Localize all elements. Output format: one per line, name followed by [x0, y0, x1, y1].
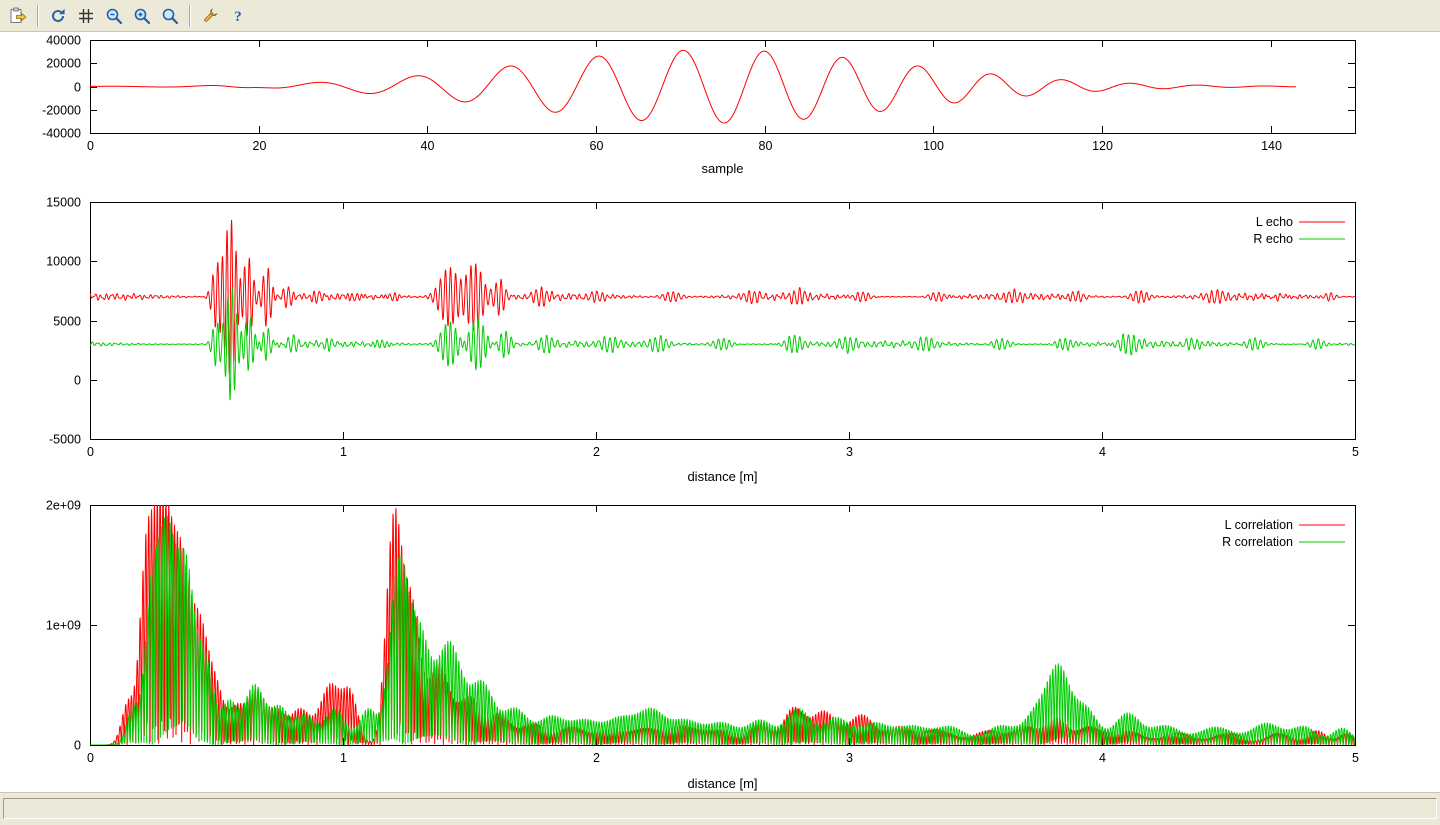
svg-text:20000: 20000 [46, 57, 81, 71]
zoom-next-icon [133, 7, 151, 25]
toolbar-button-replot[interactable] [45, 3, 71, 29]
svg-text:60: 60 [590, 139, 604, 153]
svg-text:5: 5 [1352, 445, 1359, 459]
svg-text:0: 0 [74, 739, 81, 753]
toolbar-button-copy-to-clipboard[interactable] [5, 3, 31, 29]
plot-svg: 0 1 2 3 4 5 0 1e+09 2e+09 distance [m] L correlati… [46, 499, 1359, 792]
svg-text:3: 3 [846, 751, 853, 765]
svg-text:sample: sample [702, 161, 744, 176]
plot-area: 0 20 40 60 80 100 120 140 -40000 -20000 0 20000 4000… [0, 32, 1440, 792]
zoom-previous-icon [105, 7, 123, 25]
clipboard-export-icon [9, 7, 27, 25]
svg-text:120: 120 [1092, 139, 1113, 153]
toolbar: ? [0, 0, 1440, 32]
svg-text:2: 2 [593, 751, 600, 765]
toolbar-button-zoom-next[interactable] [129, 3, 155, 29]
svg-text:0: 0 [74, 374, 81, 388]
svg-text:R echo: R echo [1253, 232, 1293, 246]
svg-text:5000: 5000 [53, 315, 81, 329]
svg-text:40: 40 [421, 139, 435, 153]
svg-text:0: 0 [87, 139, 94, 153]
toolbar-button-help[interactable]: ? [225, 3, 251, 29]
help-icon: ? [229, 7, 247, 25]
toolbar-button-autoscale[interactable] [157, 3, 183, 29]
toolbar-button-configure[interactable] [197, 3, 223, 29]
chart-correlation[interactable]: 0 1 2 3 4 5 0 1e+09 2e+09 distance [m] L correlati… [0, 492, 1440, 792]
grid-icon [77, 7, 95, 25]
toolbar-separator [189, 4, 191, 27]
status-field [3, 798, 1437, 819]
toolbar-button-zoom-previous[interactable] [101, 3, 127, 29]
svg-text:0: 0 [87, 445, 94, 459]
autoscale-icon [161, 7, 179, 25]
svg-text:0: 0 [74, 81, 81, 95]
svg-text:-5000: -5000 [49, 433, 81, 447]
svg-text:-20000: -20000 [42, 104, 81, 118]
svg-text:L correlation: L correlation [1225, 518, 1293, 532]
svg-text:1e+09: 1e+09 [46, 619, 81, 633]
svg-text:1: 1 [340, 751, 347, 765]
svg-text:1: 1 [340, 445, 347, 459]
chart-echo[interactable]: 0 1 2 3 4 5 -5000 0 5000 10000 15000 distance [m] L … [0, 187, 1440, 492]
svg-text:20: 20 [253, 139, 267, 153]
svg-text:3: 3 [846, 445, 853, 459]
svg-text:distance [m]: distance [m] [687, 469, 757, 484]
svg-text:100: 100 [923, 139, 944, 153]
svg-text:distance [m]: distance [m] [687, 776, 757, 791]
chart-signal[interactable]: 0 20 40 60 80 100 120 140 -40000 -20000 0 20000 4000… [0, 32, 1440, 187]
svg-text:2e+09: 2e+09 [46, 499, 81, 513]
svg-text:R correlation: R correlation [1222, 535, 1293, 549]
toolbar-button-toggle-grid[interactable] [73, 3, 99, 29]
svg-text:15000: 15000 [46, 196, 81, 210]
plot-svg: 0 20 40 60 80 100 120 140 -40000 -20000 0 20000 4000… [42, 34, 1356, 176]
svg-text:80: 80 [759, 139, 773, 153]
svg-text:L echo: L echo [1256, 215, 1293, 229]
svg-text:5: 5 [1352, 751, 1359, 765]
plot-svg: 0 1 2 3 4 5 -5000 0 5000 10000 15000 distance [m] L … [46, 196, 1359, 485]
svg-text:2: 2 [593, 445, 600, 459]
svg-text:4: 4 [1099, 445, 1106, 459]
wrench-icon [201, 7, 219, 25]
toolbar-separator [37, 4, 39, 27]
svg-text:10000: 10000 [46, 255, 81, 269]
status-bar [0, 792, 1440, 825]
svg-text:140: 140 [1261, 139, 1282, 153]
svg-text:?: ? [234, 9, 242, 25]
svg-text:4: 4 [1099, 751, 1106, 765]
svg-text:40000: 40000 [46, 34, 81, 48]
refresh-icon [49, 7, 67, 25]
svg-text:-40000: -40000 [42, 127, 81, 141]
svg-text:0: 0 [87, 751, 94, 765]
